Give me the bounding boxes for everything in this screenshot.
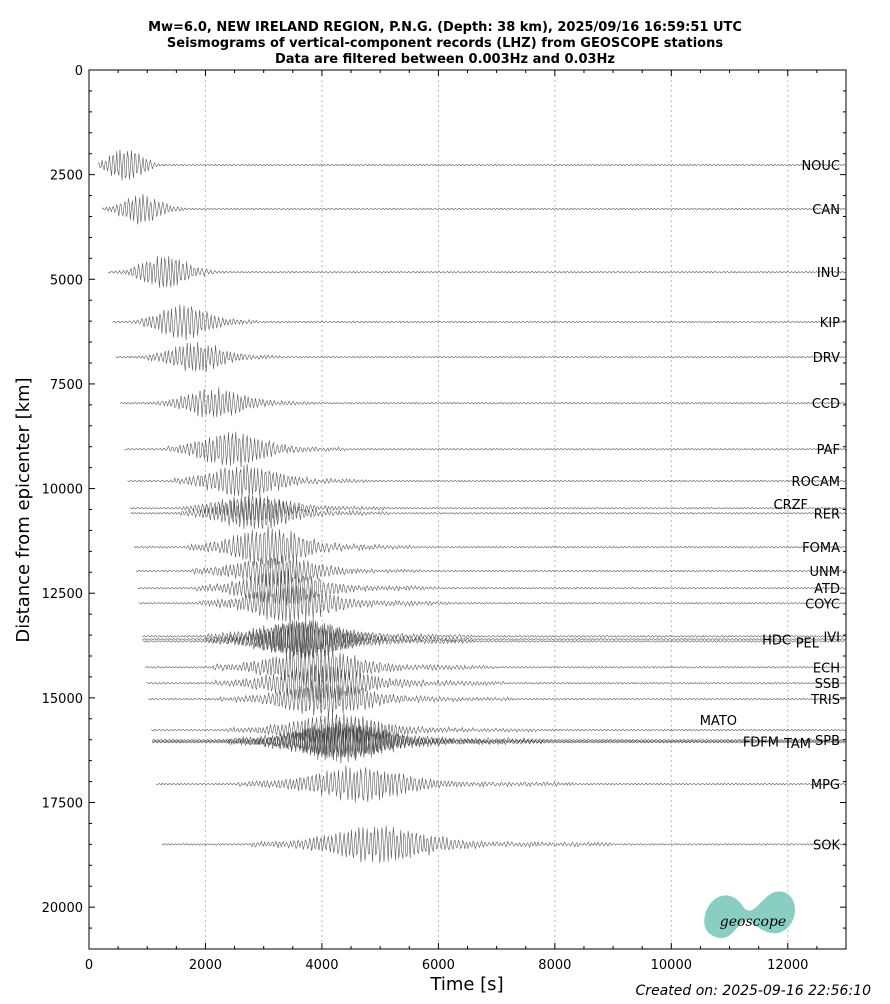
seismogram-trace bbox=[124, 431, 846, 468]
seismogram-trace bbox=[133, 525, 846, 569]
footer: Created on: 2025-09-16 22:56:10 bbox=[636, 983, 872, 999]
station-label: ECH bbox=[813, 661, 840, 676]
seismogram-trace bbox=[155, 765, 846, 803]
y-tick-label: 2500 bbox=[50, 169, 83, 184]
station-label: FOMA bbox=[802, 541, 840, 556]
station-label: TRIS bbox=[810, 693, 840, 708]
station-label: INU bbox=[817, 266, 840, 281]
station-label: ATD bbox=[814, 582, 840, 597]
x-axis-label: Time [s] bbox=[429, 974, 503, 995]
seismogram-trace bbox=[127, 464, 846, 497]
seismogram-trace bbox=[97, 149, 846, 181]
station-label: PAF bbox=[817, 443, 840, 458]
logo-shape bbox=[704, 891, 795, 939]
y-axis-label: Distance from epicenter [km] bbox=[13, 377, 34, 642]
seismogram-trace bbox=[135, 555, 846, 587]
station-label: CRZF bbox=[774, 498, 809, 513]
x-tick-label: 4000 bbox=[305, 958, 338, 973]
seismogram-trace bbox=[115, 341, 846, 373]
y-tick-label: 10000 bbox=[42, 483, 83, 498]
seismogram-trace bbox=[137, 568, 846, 606]
seismogram-trace bbox=[147, 682, 846, 718]
station-label: RER bbox=[814, 507, 840, 522]
seismogram-trace bbox=[142, 618, 846, 654]
seismogram-trace bbox=[107, 255, 847, 288]
station-label: SPB bbox=[815, 734, 840, 749]
x-tick-label: 6000 bbox=[422, 958, 455, 973]
station-label: IVI bbox=[823, 630, 840, 645]
y-tick-label: 15000 bbox=[42, 692, 83, 707]
y-tick-label: 0 bbox=[75, 64, 83, 79]
traces bbox=[97, 149, 847, 864]
station-label: DRV bbox=[813, 351, 840, 366]
logo-text: geoscope bbox=[720, 914, 786, 930]
title-line: Mw=6.0, NEW IRELAND REGION, P.N.G. (Dept… bbox=[148, 20, 742, 35]
seismogram-trace bbox=[138, 585, 846, 624]
station-label: NOUC bbox=[801, 159, 840, 174]
title-line: Seismograms of vertical-component record… bbox=[167, 36, 723, 51]
y-tick-label: 7500 bbox=[50, 378, 83, 393]
seismogram-trace bbox=[161, 825, 846, 864]
seismogram-trace bbox=[101, 193, 846, 225]
logo: geoscope bbox=[704, 891, 795, 939]
station-label: COYC bbox=[805, 597, 840, 612]
station-label: PEL bbox=[796, 636, 820, 651]
station-label: CAN bbox=[812, 203, 840, 218]
x-tick-label: 2000 bbox=[189, 958, 222, 973]
x-tick-label: 10000 bbox=[651, 958, 692, 973]
station-label: TAM bbox=[783, 737, 811, 752]
station-label: CCD bbox=[812, 397, 840, 412]
y-tick-label: 20000 bbox=[42, 901, 83, 916]
seismogram-trace bbox=[151, 720, 846, 764]
x-tick-label: 0 bbox=[85, 958, 93, 973]
seismogram-trace bbox=[144, 647, 846, 687]
title-block: Mw=6.0, NEW IRELAND REGION, P.N.G. (Dept… bbox=[148, 20, 742, 67]
station-label: MPG bbox=[811, 778, 840, 793]
seismogram-trace bbox=[146, 663, 846, 704]
y-tick-label: 17500 bbox=[42, 797, 83, 812]
seismogram-trace bbox=[150, 712, 847, 748]
station-label: FDFM bbox=[743, 735, 779, 750]
station-label: ROCAM bbox=[792, 475, 840, 490]
station-label: SSB bbox=[815, 677, 840, 692]
y-tick-label: 5000 bbox=[50, 273, 83, 288]
x-tick-label: 12000 bbox=[767, 958, 808, 973]
station-label: MATO bbox=[700, 714, 737, 729]
plot-frame bbox=[88, 69, 847, 950]
seismogram-trace bbox=[130, 496, 846, 530]
seismogram-trace bbox=[120, 387, 846, 418]
station-label: SOK bbox=[813, 838, 840, 853]
seismogram-trace bbox=[142, 623, 846, 660]
y-tick-label: 12500 bbox=[42, 587, 83, 602]
station-label: KIP bbox=[820, 316, 840, 331]
seismogram-trace bbox=[112, 304, 846, 341]
station-label: HDC bbox=[762, 633, 791, 648]
station-label: UNM bbox=[810, 565, 840, 580]
x-tick-label: 8000 bbox=[538, 958, 571, 973]
title-line: Data are filtered between 0.003Hz and 0.… bbox=[275, 52, 615, 67]
